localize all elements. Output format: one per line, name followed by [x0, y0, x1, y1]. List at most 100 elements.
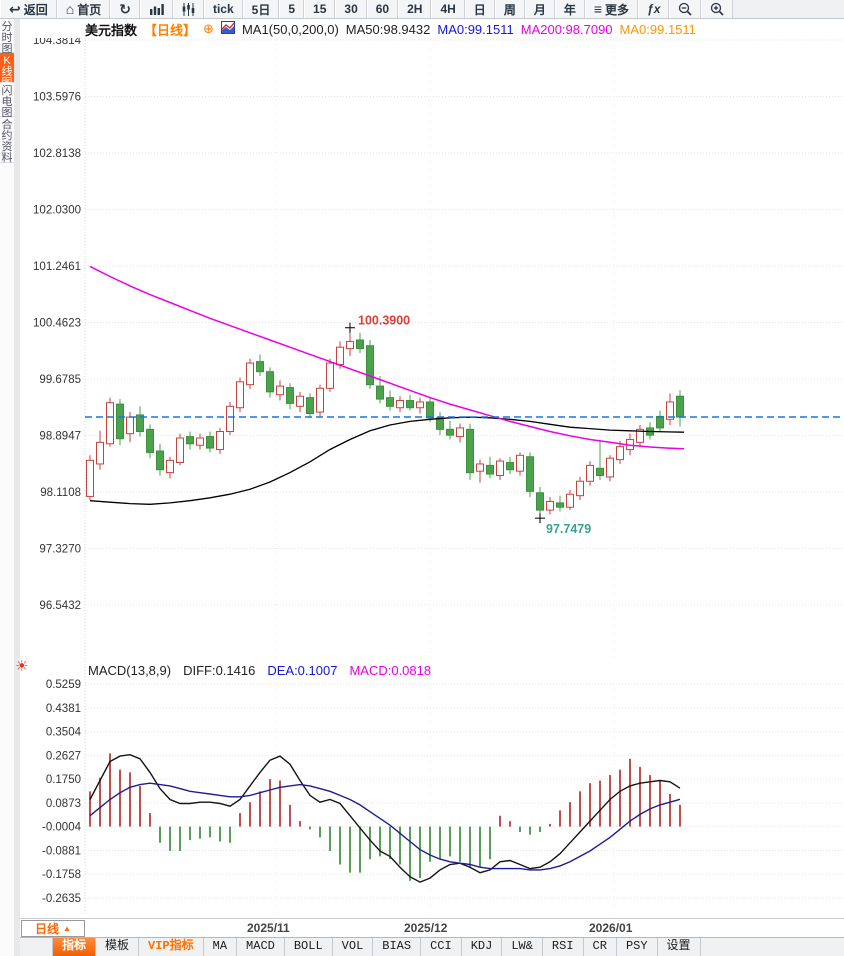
interval-day-button[interactable]: 日 [464, 0, 495, 18]
period-selector-label: 日线 [35, 922, 60, 936]
svg-text:98.1108: 98.1108 [40, 487, 81, 499]
interval-week-label: 周 [503, 2, 516, 17]
macd-layer [89, 753, 681, 883]
home-button[interactable]: ⌂ 首页 [56, 0, 111, 18]
interval-30-label: 30 [344, 2, 358, 16]
tab-rsi[interactable]: RSI [543, 938, 584, 956]
ma-lines-layer [89, 265, 685, 505]
tab-bias[interactable]: BIAS [373, 938, 422, 956]
svg-text:0.0873: 0.0873 [46, 798, 81, 810]
refresh-button[interactable]: ↻ [110, 0, 140, 18]
xaxis-label: 2025/12 [404, 921, 448, 935]
tab-templates[interactable]: 模板 [96, 938, 140, 956]
tab-settings[interactable]: 设置 [658, 938, 701, 956]
low-price-annotation: 97.7479 [546, 522, 591, 536]
svg-text:-0.0004: -0.0004 [42, 822, 82, 834]
high-price-annotation: 100.3900 [358, 314, 410, 328]
tab-ma[interactable]: MA [204, 938, 238, 956]
bar-chart-icon [149, 3, 164, 15]
candles-layer [86, 327, 684, 519]
interval-year-button[interactable]: 年 [554, 0, 585, 18]
sidebar-item-time-chart[interactable]: 分时图 [0, 21, 14, 55]
interval-month-label: 月 [533, 2, 546, 17]
bar-chart-button[interactable] [139, 0, 173, 18]
interval-5d-button[interactable]: 5日 [242, 0, 280, 18]
macd-header: MACD(13,8,9) DIFF:0.1416 DEA:0.1007 MACD… [88, 663, 431, 678]
svg-text:102.0300: 102.0300 [33, 205, 81, 217]
zoom-out-button[interactable] [669, 0, 702, 18]
macd-title: MACD(13,8,9) [88, 663, 172, 678]
interval-30-button[interactable]: 30 [335, 0, 367, 18]
triangle-up-icon: ▲ [63, 923, 71, 933]
price-macd-chart[interactable]: 104.3814 103.5976 102.8138 102.0300 101.2461… [0, 38, 844, 918]
ma200-value: MA200:98.7090 [520, 21, 613, 37]
macd-dea-line [89, 782, 681, 871]
period-label: 【日线】 [144, 22, 197, 38]
tab-macd[interactable]: MACD [237, 938, 285, 956]
annotations-layer: 100.3900 97.7479 [345, 314, 591, 536]
svg-text:102.8138: 102.8138 [33, 148, 81, 160]
svg-text:0.2627: 0.2627 [46, 750, 81, 762]
tab-cr[interactable]: CR [584, 938, 617, 956]
interval-5-label: 5 [288, 2, 296, 16]
interval-week-button[interactable]: 周 [494, 0, 525, 18]
svg-text:96.5432: 96.5432 [39, 600, 81, 612]
back-button[interactable]: ↩ 返回 [0, 0, 57, 18]
interval-month-button[interactable]: 月 [524, 0, 555, 18]
circle-plus-icon[interactable]: ⊕ [203, 21, 214, 36]
left-sidebar: 分时图 K线图 闪电图 合约资料 [0, 19, 20, 956]
tab-indicators[interactable]: 指标 [52, 938, 97, 956]
interval-15-button[interactable]: 15 [304, 0, 336, 18]
zoom-out-icon [678, 2, 692, 16]
svg-text:0.3504: 0.3504 [46, 727, 82, 739]
ma-settings-label: MA1(50,0,200,0) [241, 21, 339, 37]
period-selector[interactable]: 日线 ▲ [21, 920, 85, 937]
candlestick-button[interactable] [172, 0, 204, 18]
tab-vol[interactable]: VOL [333, 938, 374, 956]
tab-cci[interactable]: CCI [421, 938, 462, 956]
mini-chart-icon[interactable] [220, 21, 235, 37]
fx-button[interactable]: ƒx [638, 0, 670, 18]
chart-header: 美元指数 【日线】 ⊕ MA1(50,0,200,0) MA50:98.9432… [85, 21, 696, 38]
xaxis-label: 2026/01 [589, 921, 633, 935]
interval-4h-button[interactable]: 4H [431, 0, 465, 18]
back-label: 返回 [23, 2, 48, 17]
svg-text:0.4381: 0.4381 [46, 703, 81, 715]
svg-text:104.3814: 104.3814 [33, 38, 82, 47]
interval-60-button[interactable]: 60 [366, 0, 399, 18]
svg-text:98.8947: 98.8947 [39, 431, 81, 443]
sidebar-item-lightning-chart[interactable]: 闪电图 [0, 85, 14, 119]
tab-boll[interactable]: BOLL [285, 938, 333, 956]
sidebar-item-kline-chart[interactable]: K线图 [0, 53, 14, 89]
interval-5-button[interactable]: 5 [279, 0, 305, 18]
more-button[interactable]: ≡ 更多 [584, 0, 639, 18]
ma0-value-blue: MA0:99.1511 [437, 21, 514, 37]
indicator-tabbar: 指标 模板 VIP指标 MA MACD BOLL VOL BIAS CCI KDJ LW& RSI CR… [20, 937, 844, 956]
svg-text:-0.2635: -0.2635 [42, 893, 81, 905]
interval-day-label: 日 [473, 2, 486, 17]
tab-lwr[interactable]: LW& [502, 938, 543, 956]
interval-tick-button[interactable]: tick [203, 0, 243, 18]
more-label: 更多 [605, 2, 630, 17]
candlestick-icon [182, 2, 195, 16]
indicator-settings-icon[interactable]: ☀ [15, 658, 29, 675]
back-icon: ↩ [9, 1, 21, 17]
interval-year-label: 年 [563, 2, 576, 17]
svg-text:0.5259: 0.5259 [46, 679, 81, 691]
sidebar-item-contract-info[interactable]: 合约资料 [0, 119, 14, 164]
tab-kdj[interactable]: KDJ [462, 938, 503, 956]
interval-4h-label: 4H [440, 2, 456, 16]
ma200-line [89, 265, 685, 450]
interval-2h-button[interactable]: 2H [398, 0, 432, 18]
interval-tick-label: tick [212, 2, 234, 16]
svg-text:-0.1758: -0.1758 [42, 869, 81, 881]
zoom-in-button[interactable] [701, 0, 734, 18]
svg-text:97.3270: 97.3270 [39, 544, 81, 556]
ma50-value: MA50:98.9432 [345, 21, 431, 37]
macd-dea-value: DEA:0.1007 [267, 663, 338, 678]
svg-text:0.1750: 0.1750 [46, 774, 81, 786]
interval-60-label: 60 [375, 2, 390, 16]
symbol-name: 美元指数 [85, 22, 138, 38]
tab-vip-indicators[interactable]: VIP指标 [139, 938, 204, 956]
tab-psy[interactable]: PSY [617, 938, 658, 956]
